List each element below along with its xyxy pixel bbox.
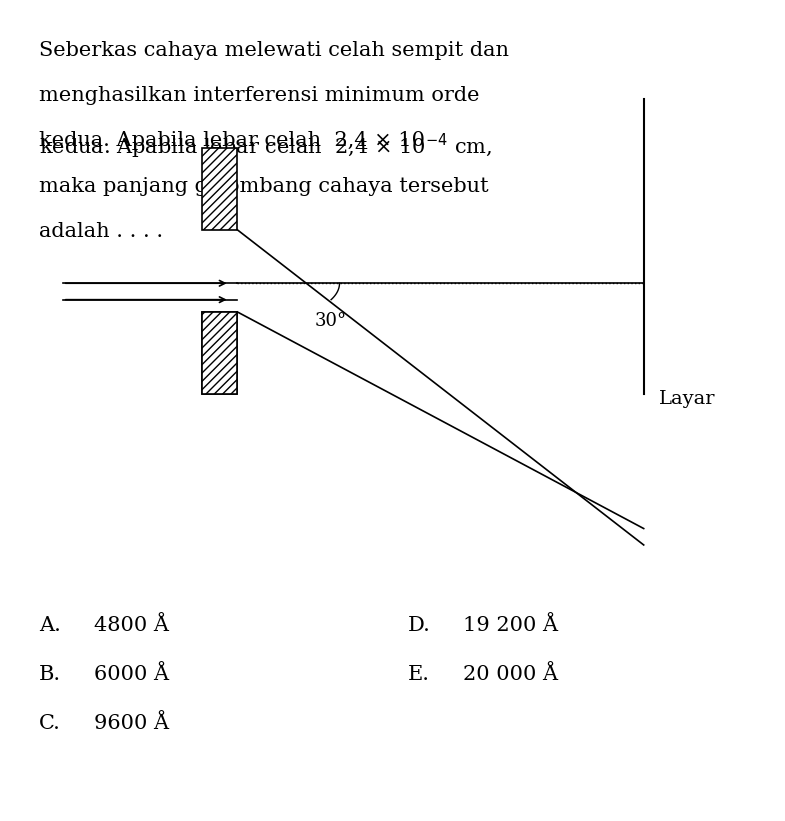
Text: A.: A. [39, 616, 61, 635]
Text: D.: D. [408, 616, 431, 635]
Text: kedua. Apabila lebar celah  2,4 × 10: kedua. Apabila lebar celah 2,4 × 10 [39, 131, 425, 150]
Polygon shape [203, 312, 238, 394]
Text: Seberkas cahaya melewati celah sempit dan: Seberkas cahaya melewati celah sempit da… [39, 41, 509, 60]
Text: 30°: 30° [314, 312, 346, 330]
Text: C.: C. [39, 714, 61, 733]
Text: 9600 Å: 9600 Å [94, 714, 170, 733]
Text: 4800 Å: 4800 Å [94, 616, 170, 635]
Text: Layar: Layar [659, 390, 716, 408]
Text: E.: E. [408, 665, 430, 684]
Polygon shape [203, 312, 238, 394]
Text: 6000 Å: 6000 Å [94, 665, 170, 684]
Text: 20 000 Å: 20 000 Å [463, 665, 558, 684]
Text: B.: B. [39, 665, 61, 684]
Polygon shape [203, 148, 238, 230]
Text: adalah . . . .: adalah . . . . [39, 222, 163, 241]
Text: maka panjang gelombang cahaya tersebut: maka panjang gelombang cahaya tersebut [39, 177, 489, 195]
Text: 19 200 Å: 19 200 Å [463, 616, 558, 635]
Text: kedua. Apabila lebar celah  2,4 × 10$^{-4}$ cm,: kedua. Apabila lebar celah 2,4 × 10$^{-4… [39, 131, 492, 161]
Text: menghasilkan interferensi minimum orde: menghasilkan interferensi minimum orde [39, 86, 480, 105]
